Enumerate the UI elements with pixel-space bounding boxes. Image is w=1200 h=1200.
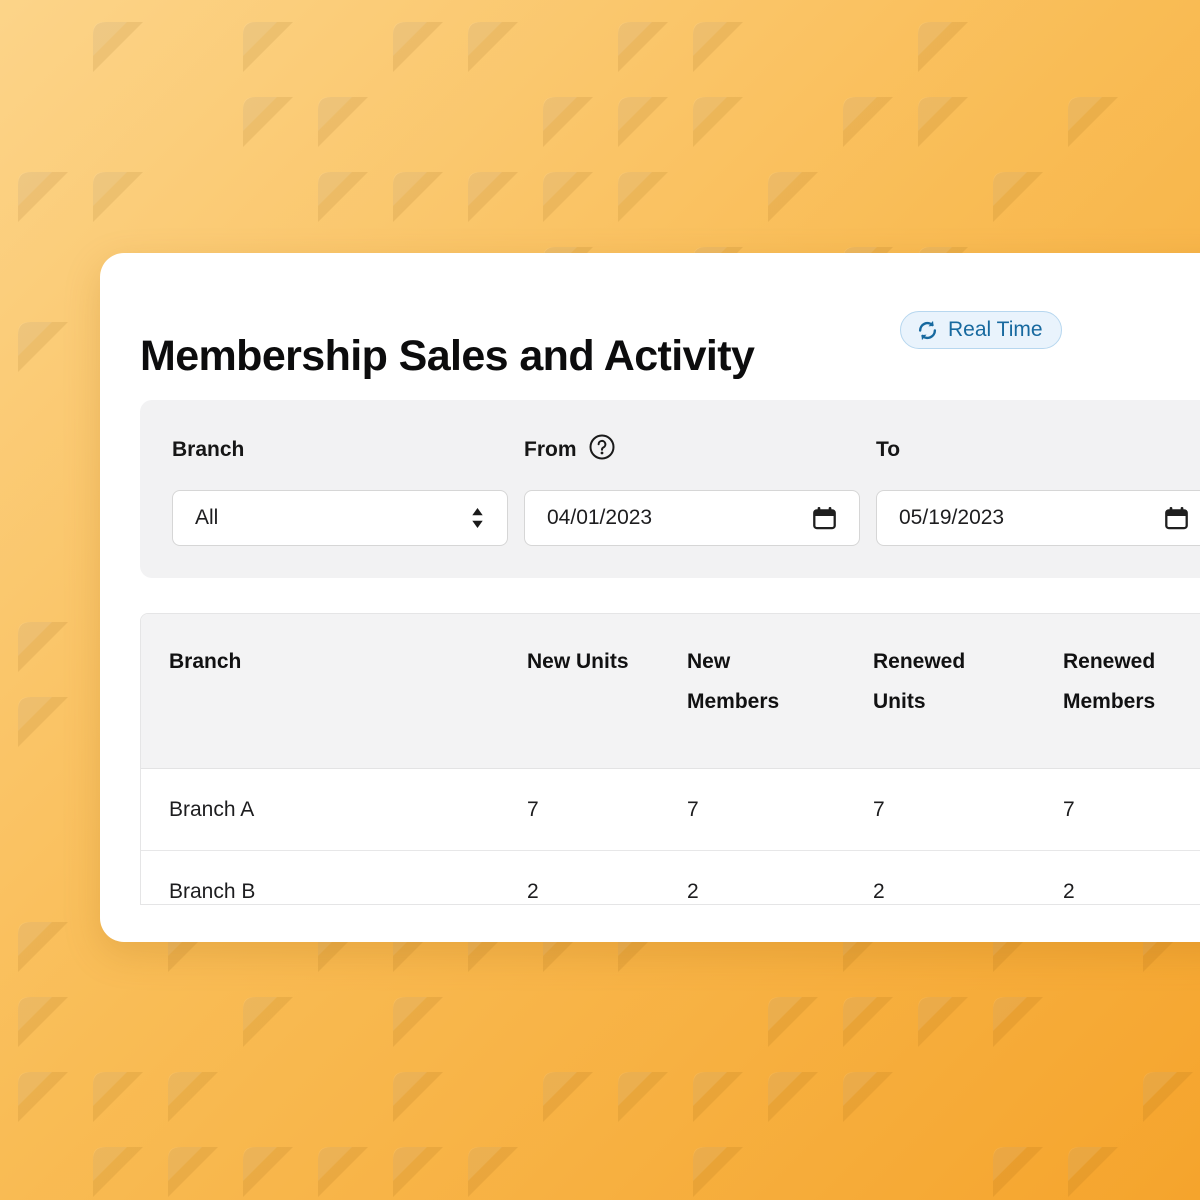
column-header-new-units: New Units xyxy=(527,614,687,769)
branch-select-value: All xyxy=(195,506,219,529)
branch-select[interactable]: All xyxy=(172,490,508,546)
pattern-tile xyxy=(610,164,676,230)
pattern-tile xyxy=(985,989,1051,1055)
real-time-badge[interactable]: Real Time xyxy=(900,311,1062,349)
pattern-tile xyxy=(160,1139,226,1200)
pattern-tile xyxy=(760,1064,826,1130)
pattern-tile xyxy=(610,1064,676,1130)
report-card: Membership Sales and Activity Real Time … xyxy=(100,253,1200,942)
pattern-tile xyxy=(1060,89,1126,155)
pattern-tile xyxy=(310,164,376,230)
pattern-tile xyxy=(160,1064,226,1130)
cell-renewed-members: 2 xyxy=(1063,850,1200,904)
pattern-tile xyxy=(1135,1064,1200,1130)
pattern-tile xyxy=(610,89,676,155)
pattern-tile xyxy=(835,1064,901,1130)
cell-renewed-members: 7 xyxy=(1063,768,1200,851)
help-icon[interactable] xyxy=(589,434,615,466)
pattern-tile xyxy=(235,89,301,155)
cell-new-members: 2 xyxy=(687,850,873,904)
select-arrows-icon xyxy=(470,506,485,530)
pattern-tile xyxy=(535,1064,601,1130)
branch-label: Branch xyxy=(172,438,245,461)
pattern-tile xyxy=(685,14,751,80)
column-header-renewed-units: Renewed Units xyxy=(873,614,1063,769)
pattern-tile xyxy=(10,914,76,980)
pattern-tile xyxy=(10,689,76,755)
branch-filter: Branch All xyxy=(172,436,508,546)
pattern-tile xyxy=(385,164,451,230)
pattern-tile xyxy=(85,1139,151,1200)
page-title: Membership Sales and Activity xyxy=(140,331,755,380)
pattern-tile xyxy=(310,89,376,155)
pattern-tile xyxy=(235,989,301,1055)
from-filter: From 04/01/2023 xyxy=(524,434,860,546)
pattern-tile xyxy=(460,164,526,230)
pattern-tile xyxy=(760,164,826,230)
pattern-tile xyxy=(610,14,676,80)
pattern-tile xyxy=(85,1064,151,1130)
cell-branch: Branch A xyxy=(141,768,527,851)
pattern-tile xyxy=(835,989,901,1055)
pattern-tile xyxy=(460,14,526,80)
from-date-value: 04/01/2023 xyxy=(547,506,653,529)
pattern-tile xyxy=(385,1064,451,1130)
pattern-tile xyxy=(85,14,151,80)
real-time-badge-label: Real Time xyxy=(948,318,1043,341)
to-date-input[interactable]: 05/19/2023 xyxy=(876,490,1200,546)
pattern-tile xyxy=(835,89,901,155)
filter-panel: Branch All From xyxy=(140,400,1200,578)
pattern-tile xyxy=(760,989,826,1055)
to-date-value: 05/19/2023 xyxy=(899,506,1005,529)
pattern-tile xyxy=(10,1064,76,1130)
to-label: To xyxy=(876,438,901,461)
calendar-icon[interactable] xyxy=(812,506,837,531)
column-header-new-members: New Members xyxy=(687,614,873,769)
pattern-tile xyxy=(10,614,76,680)
pattern-tile xyxy=(535,164,601,230)
pattern-tile xyxy=(685,1139,751,1200)
column-header-renewed-members: Renewed Members xyxy=(1063,614,1200,769)
pattern-tile xyxy=(385,1139,451,1200)
pattern-tile xyxy=(385,989,451,1055)
cell-renewed-units: 2 xyxy=(873,850,1063,904)
pattern-tile xyxy=(235,14,301,80)
table-row: Branch A 7 7 7 7 xyxy=(141,768,1200,851)
pattern-tile xyxy=(910,14,976,80)
table-header-row: Branch New Units New Members Renewed Uni… xyxy=(141,614,1200,769)
cell-branch: Branch B xyxy=(141,850,527,904)
pattern-tile xyxy=(310,1139,376,1200)
pattern-tile xyxy=(10,989,76,1055)
pattern-tile xyxy=(10,164,76,230)
pattern-tile xyxy=(385,14,451,80)
cell-new-units: 2 xyxy=(527,850,687,904)
cell-new-units: 7 xyxy=(527,768,687,851)
from-date-input[interactable]: 04/01/2023 xyxy=(524,490,860,546)
table-row: Branch B 2 2 2 2 xyxy=(141,850,1200,904)
pattern-tile xyxy=(1060,1139,1126,1200)
from-label: From xyxy=(524,434,860,466)
pattern-tile xyxy=(235,1139,301,1200)
pattern-tile xyxy=(910,89,976,155)
pattern-tile xyxy=(535,89,601,155)
calendar-icon[interactable] xyxy=(1164,506,1189,531)
cell-new-members: 7 xyxy=(687,768,873,851)
to-filter: To 05/19/2023 xyxy=(876,436,1200,546)
pattern-tile xyxy=(985,164,1051,230)
column-header-branch: Branch xyxy=(141,614,527,769)
pattern-tile xyxy=(460,1139,526,1200)
pattern-tile xyxy=(685,1064,751,1130)
pattern-tile xyxy=(85,164,151,230)
pattern-tile xyxy=(910,989,976,1055)
pattern-tile xyxy=(10,314,76,380)
cell-renewed-units: 7 xyxy=(873,768,1063,851)
report-table: Branch New Units New Members Renewed Uni… xyxy=(140,613,1200,905)
pattern-tile xyxy=(985,1139,1051,1200)
refresh-icon xyxy=(916,319,939,342)
pattern-tile xyxy=(685,89,751,155)
